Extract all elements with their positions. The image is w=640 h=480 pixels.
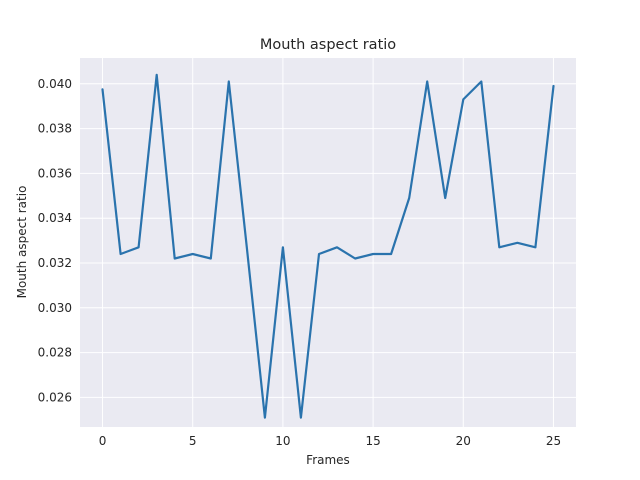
y-tick-label: 0.032	[38, 256, 72, 270]
y-tick-label: 0.038	[38, 122, 72, 136]
x-tick-label: 25	[546, 434, 561, 448]
y-tick-label: 0.028	[38, 346, 72, 360]
chart-title: Mouth aspect ratio	[260, 37, 396, 53]
y-axis-label: Mouth aspect ratio	[15, 186, 29, 299]
grid	[80, 58, 576, 427]
x-axis-label: Frames	[306, 453, 350, 467]
series-line	[101, 73, 555, 419]
x-tick-label: 0	[99, 434, 107, 448]
y-tick-label: 0.040	[38, 77, 72, 91]
x-tick-label: 5	[189, 434, 197, 448]
y-tick-labels: 0.026 0.028 0.030 0.032 0.034 0.036 0.038 0.040	[38, 77, 72, 405]
y-tick-label: 0.030	[38, 301, 72, 315]
plot-area	[80, 58, 576, 427]
y-tick-label: 0.026	[38, 390, 72, 404]
x-tick-label: 15	[365, 434, 380, 448]
x-tick-label: 20	[456, 434, 471, 448]
y-tick-label: 0.034	[38, 211, 72, 225]
x-tick-labels: 0 5 10 15 20 25	[99, 434, 561, 448]
y-tick-label: 0.036	[38, 166, 72, 180]
series-layer	[101, 73, 555, 419]
x-tick-label: 10	[275, 434, 290, 448]
